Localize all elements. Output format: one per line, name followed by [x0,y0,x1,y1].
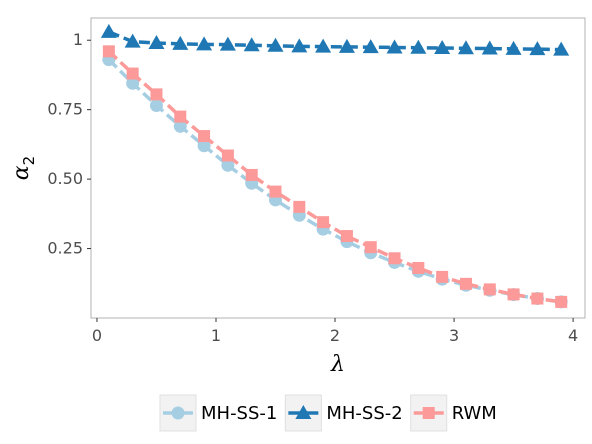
data-point-rwm [174,110,187,123]
data-point-mh-ss-2 [124,33,141,48]
data-point-rwm [102,45,115,58]
data-point-rwm [459,277,472,290]
data-point-mh-ss-2 [386,39,403,54]
data-point-rwm [531,292,544,305]
legend-marker-mh-ss-2 [295,405,312,419]
data-point-mh-ss-2 [243,37,260,52]
y-tick-label: 0.50 [47,169,83,188]
data-point-mh-ss-2 [434,40,451,54]
series-mh-ss-2 [100,23,570,56]
data-point-mh-ss-2 [196,36,213,51]
x-tick-label: 0 [92,326,102,345]
y-axis-title: α2 [9,156,38,180]
data-point-mh-ss-1 [173,119,187,133]
data-point-mh-ss-2 [457,40,474,55]
data-point-mh-ss-2 [529,41,546,56]
y-axis: 0.25 0.50 0.75 1 [47,30,91,258]
legend-marker-rwm [422,407,435,419]
data-point-rwm [340,230,353,243]
legend-label: MH-SS-2 [326,403,402,424]
legend-label: MH-SS-1 [201,403,277,424]
legend: MH-SS-1 MH-SS-2 RWM [159,394,497,432]
data-point-mh-ss-2 [315,38,332,53]
data-point-mh-ss-2 [100,23,117,38]
data-point-rwm [364,241,377,254]
plot-panel [90,17,586,319]
data-point-mh-ss-2 [172,35,189,50]
data-point-rwm [317,216,330,229]
data-point-rwm [126,67,139,80]
x-tick-label: 2 [330,326,340,345]
data-point-mh-ss-2 [481,40,498,55]
y-axis-title-main: α [9,165,34,180]
data-point-rwm [150,88,163,101]
legend-item-rwm: RWM [410,394,497,432]
data-point-mh-ss-2 [267,37,284,52]
data-point-mh-ss-2 [362,39,379,54]
legend-item-mh-ss-2: MH-SS-2 [284,394,403,432]
data-point-mh-ss-1 [126,76,140,90]
legend-marker-mh-ss-1 [171,406,185,420]
x-axis: 0 1 2 3 4 [92,318,578,345]
data-point-mh-ss-2 [219,36,236,51]
series-rwm [102,45,568,308]
data-point-mh-ss-2 [553,41,570,56]
data-point-rwm [436,270,449,283]
data-point-mh-ss-2 [338,38,355,53]
data-point-mh-ss-2 [291,38,308,53]
y-tick-label: 0.25 [47,239,83,258]
x-tick-label: 3 [449,326,459,345]
series-layer [100,23,570,309]
x-axis-title: λ [330,352,345,377]
data-point-mh-ss-1 [221,158,235,172]
data-point-rwm [245,168,258,181]
data-point-rwm [221,149,234,162]
data-point-mh-ss-2 [148,35,165,49]
y-axis-title-subscript: 2 [20,156,38,166]
data-point-mh-ss-2 [410,39,427,54]
data-point-rwm [507,288,520,301]
data-point-rwm [198,130,211,143]
data-point-rwm [555,295,568,308]
data-point-rwm [269,185,282,198]
data-point-mh-ss-1 [197,139,211,153]
y-tick-label: 1 [73,30,83,49]
x-tick-label: 4 [568,326,578,345]
data-point-mh-ss-1 [149,99,163,112]
data-point-rwm [293,200,306,213]
data-point-rwm [388,252,401,265]
data-point-rwm [483,283,496,296]
legend-item-mh-ss-1: MH-SS-1 [159,394,277,432]
y-tick-label: 0.75 [47,100,83,119]
data-point-rwm [412,262,425,274]
data-point-mh-ss-2 [505,40,522,55]
x-tick-label: 1 [211,326,221,345]
legend-label: RWM [452,403,497,424]
